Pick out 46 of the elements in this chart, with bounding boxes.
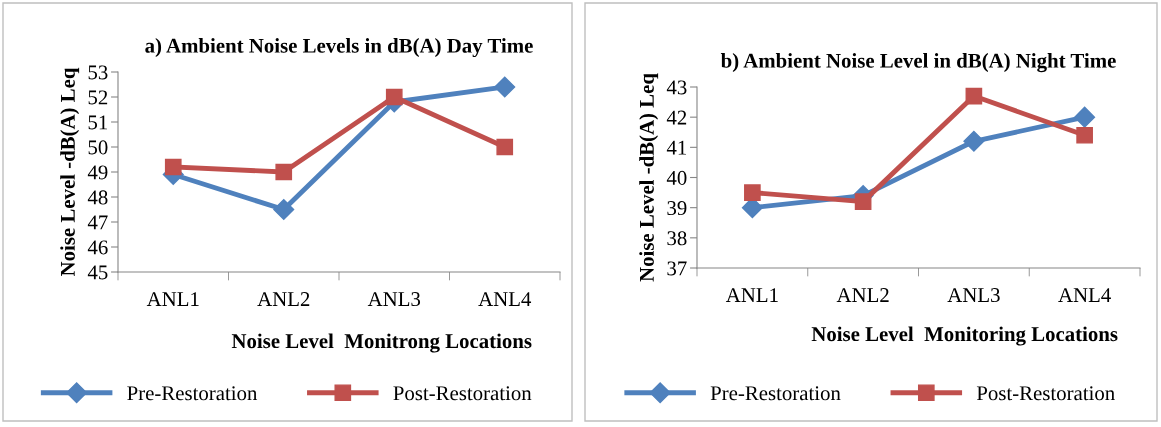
- x-tick-label: ANL1: [146, 292, 199, 306]
- legend-label: Post-Restoration: [393, 386, 532, 401]
- x-tick-label: ANL4: [1058, 288, 1111, 302]
- y-tick-label: 40: [666, 170, 687, 185]
- y-axis-title: Noise Level -dB(A) Leq: [639, 73, 659, 282]
- y-axis-title: Noise Level -dB(A) Leq: [60, 67, 80, 277]
- point: [854, 193, 872, 210]
- legend-label: Pre-Restoration: [710, 386, 841, 401]
- chart-title: a) Ambient Noise Levels in dB(A) Day Time: [145, 38, 533, 58]
- y-tick-label: 43: [666, 80, 687, 95]
- y-tick-label: 48: [87, 190, 108, 205]
- x-axis-title: Noise Level Monitrong Locations: [231, 333, 532, 353]
- point: [965, 87, 983, 105]
- legend-label: Pre-Restoration: [127, 386, 258, 401]
- point: [1076, 126, 1093, 144]
- point: [164, 158, 182, 176]
- x-tick-label: ANL2: [257, 292, 310, 306]
- point: [1074, 106, 1096, 128]
- y-tick-label: 39: [667, 201, 687, 216]
- chart-title: b) Ambient Noise Level in dB(A) Night Time: [720, 53, 1116, 73]
- x-tick-label: ANL4: [478, 292, 532, 306]
- y-tick-label: 52: [88, 90, 108, 105]
- x-tick-label: ANL3: [947, 288, 1000, 303]
- x-axis-title: Noise Level Monitoring Locations: [811, 326, 1118, 346]
- y-tick-label: 46: [87, 240, 108, 255]
- y-tick-label: 42: [666, 110, 687, 125]
- x-tick-label: ANL2: [836, 288, 889, 302]
- x-tick-label: ANL1: [725, 288, 778, 302]
- point: [963, 130, 985, 152]
- y-tick-label: 41: [666, 140, 687, 155]
- y-tick-label: 51: [88, 115, 108, 130]
- x-tick-label: ANL3: [367, 292, 421, 307]
- y-tick-label: 50: [88, 140, 108, 155]
- y-tick-label: 53: [88, 65, 108, 80]
- y-tick-label: 37: [667, 261, 687, 276]
- point: [494, 76, 516, 98]
- point: [273, 198, 295, 221]
- point: [385, 88, 403, 106]
- y-tick-label: 49: [87, 165, 108, 180]
- legend-label: Post-Restoration: [976, 386, 1115, 401]
- point: [744, 184, 761, 201]
- y-tick-label: 47: [87, 215, 108, 230]
- point: [275, 163, 293, 181]
- point: [496, 138, 514, 156]
- y-tick-label: 38: [667, 231, 687, 246]
- y-tick-label: 45: [87, 265, 108, 280]
